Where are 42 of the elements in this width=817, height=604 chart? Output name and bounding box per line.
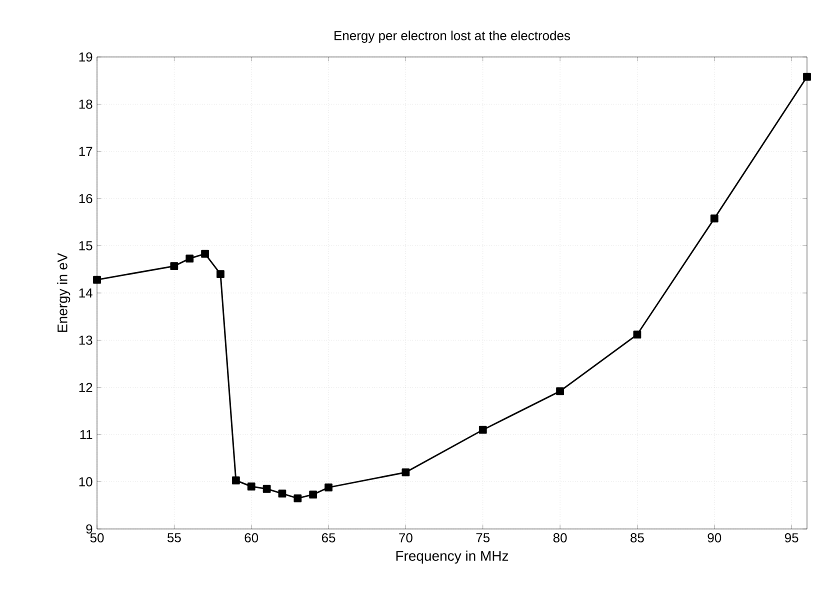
x-tick-label: 85 (630, 533, 644, 542)
y-tick-label: 9 (86, 524, 92, 534)
y-tick-label: 12 (79, 382, 92, 392)
point (232, 476, 240, 484)
y-tick-label: 10 (79, 477, 92, 486)
point (294, 494, 302, 502)
x-tick-label: 60 (244, 533, 258, 542)
x-tick-label: 80 (553, 533, 567, 542)
point (201, 250, 209, 258)
point (186, 254, 194, 262)
point (324, 484, 332, 492)
x-tick-label: 65 (322, 533, 336, 542)
x-tick-label: 75 (476, 533, 490, 542)
point (247, 482, 256, 490)
y-tick-label: 13 (79, 336, 92, 345)
point (278, 490, 286, 498)
x-axis-title: Frequency in MHz (396, 550, 508, 564)
x-tick-label: 50 (90, 533, 104, 542)
y-axis-title: Energy in eV (57, 252, 70, 332)
y-tick-label: 16 (79, 194, 92, 204)
y-tick-label: 19 (79, 52, 92, 62)
x-tick-label: 70 (399, 533, 412, 542)
point (803, 72, 811, 81)
point (216, 270, 224, 278)
point (710, 214, 718, 222)
y-tick-label: 14 (79, 288, 92, 298)
point (309, 490, 318, 498)
point (633, 330, 642, 338)
point (93, 276, 101, 284)
y-tick-label: 11 (80, 430, 92, 440)
chart-title: Energy per electron lost at the electrodes (334, 30, 570, 43)
point (262, 484, 271, 493)
x-tick-label: 95 (784, 533, 798, 542)
x-tick-label: 90 (708, 533, 722, 542)
y-tick-label: 18 (79, 100, 92, 109)
point (170, 262, 178, 270)
y-tick-label: 15 (79, 241, 92, 250)
point (478, 426, 487, 434)
point (556, 387, 564, 396)
y-tick-label: 17 (79, 146, 92, 156)
point (402, 468, 410, 476)
x-tick-label: 55 (167, 533, 181, 542)
